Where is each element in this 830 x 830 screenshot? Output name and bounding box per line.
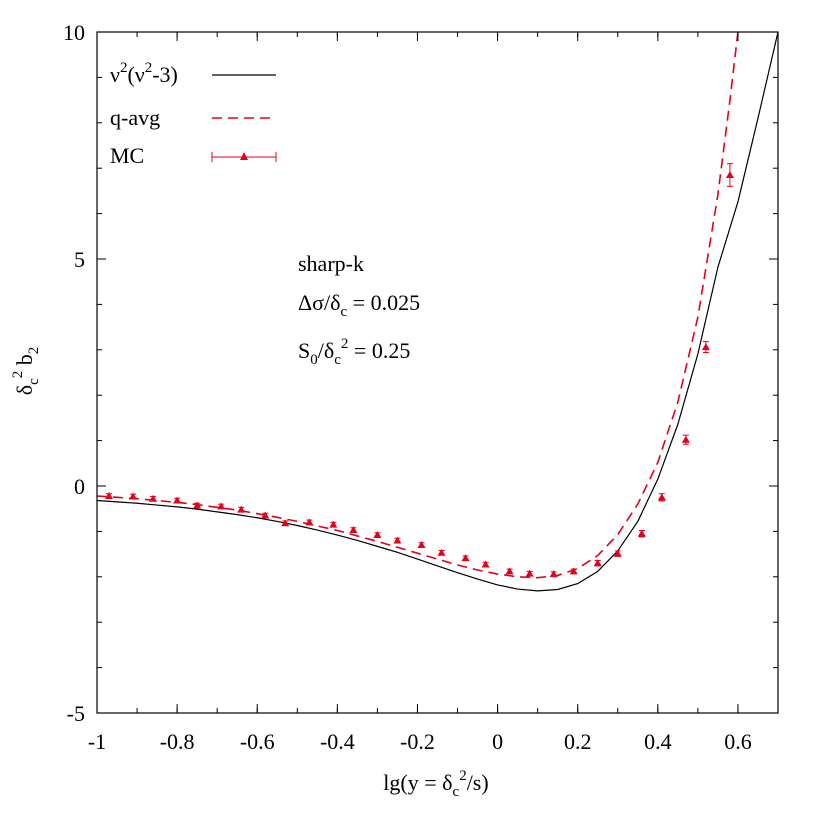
mc-point bbox=[373, 531, 382, 539]
curves bbox=[97, 32, 778, 592]
mc-point bbox=[393, 536, 402, 544]
x-tick-label: -1 bbox=[88, 729, 106, 754]
legend-entry-mc: MC bbox=[110, 143, 144, 168]
x-tick-label: -0.2 bbox=[400, 729, 435, 754]
axes: -1 -0.8 -0.6 -0.4 -0.2 0 0.2 0.4 0.6 -5 0 5 10 bbox=[63, 20, 779, 754]
y-tick-label: 10 bbox=[63, 20, 85, 45]
mc-point bbox=[593, 559, 602, 567]
legend-entry-qavg: q-avg bbox=[110, 105, 160, 130]
mc-point bbox=[281, 519, 290, 527]
annotation-s0: S0/δc2 = 0.25 bbox=[298, 336, 410, 368]
mc-point bbox=[701, 343, 710, 351]
annotation-dsigma: Δσ/δc = 0.025 bbox=[298, 290, 420, 320]
mc-point bbox=[461, 554, 470, 562]
mc-point bbox=[525, 569, 534, 577]
x-tick-label: -0.4 bbox=[320, 729, 355, 754]
x-tick-label: -0.6 bbox=[240, 729, 275, 754]
mc-point bbox=[657, 493, 666, 501]
x-tick-label: 0.4 bbox=[644, 729, 672, 754]
plot-area bbox=[97, 32, 778, 592]
series-line-nu bbox=[97, 32, 778, 592]
legend: ν2(ν2-3) q-avg MC bbox=[110, 60, 277, 168]
mc-point bbox=[261, 511, 270, 519]
mc-point bbox=[217, 502, 226, 510]
mc-point bbox=[613, 549, 622, 557]
series-line-qavg bbox=[97, 32, 739, 579]
mc-point bbox=[129, 492, 138, 500]
mc-point bbox=[173, 496, 182, 504]
x-tick-label: 0.2 bbox=[564, 729, 592, 754]
x-tick-label: -0.8 bbox=[160, 729, 195, 754]
y-tick-label: 5 bbox=[74, 247, 85, 272]
mc-point bbox=[437, 548, 446, 556]
plot-frame bbox=[96, 31, 779, 714]
mc-point bbox=[637, 529, 646, 537]
mc-point bbox=[417, 541, 426, 549]
mc-point bbox=[193, 501, 202, 509]
mc-point bbox=[725, 171, 734, 179]
y-tick-label: 0 bbox=[74, 474, 85, 499]
mc-point bbox=[149, 494, 158, 502]
mc-point bbox=[349, 526, 358, 534]
x-axis-label: lg(y = δc2/s) bbox=[383, 768, 488, 800]
mc-point bbox=[105, 491, 114, 499]
mc-point bbox=[237, 505, 246, 513]
mc-point bbox=[549, 570, 558, 578]
y-axis-label: δc2 b2 bbox=[10, 347, 42, 396]
x-tick-label: 0 bbox=[492, 729, 503, 754]
annotation-filter: sharp-k bbox=[298, 251, 364, 276]
annotations: sharp-k Δσ/δc = 0.025 S0/δc2 = 0.25 bbox=[298, 251, 420, 368]
mc-point bbox=[305, 518, 314, 526]
mc-point bbox=[505, 567, 514, 575]
mc-point bbox=[569, 567, 578, 575]
mc-point bbox=[481, 560, 490, 568]
mc-point bbox=[681, 435, 690, 443]
mc-point bbox=[329, 520, 338, 528]
x-tick-label: 0.6 bbox=[724, 729, 752, 754]
y-tick-label: -5 bbox=[67, 701, 85, 726]
legend-entry-nu: ν2(ν2-3) bbox=[110, 60, 178, 87]
legend-marker-mc bbox=[211, 152, 277, 162]
